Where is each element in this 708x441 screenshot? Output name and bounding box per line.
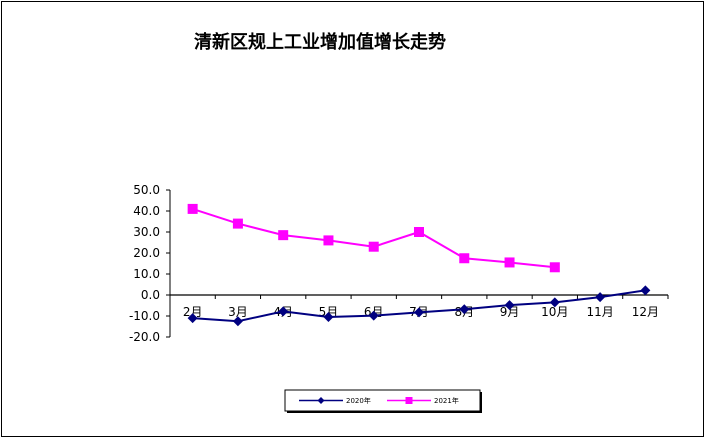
data-point [368, 310, 379, 321]
data-point [595, 292, 606, 303]
x-tick-label: 10月 [541, 305, 568, 319]
data-point [459, 253, 470, 264]
legend-marker [317, 397, 325, 404]
y-tick-label: 20.0 [133, 246, 160, 260]
legend-box [284, 389, 481, 412]
data-point [549, 262, 560, 273]
y-tick-label: -20.0 [129, 330, 160, 344]
data-point [504, 300, 515, 311]
y-tick-label: 50.0 [133, 183, 160, 197]
series-line-1 [192, 207, 555, 269]
data-point [278, 230, 289, 241]
x-tick-label: 12月 [632, 305, 659, 319]
chart-title: 清新区规上工业增加值增长走势 [194, 32, 446, 53]
y-tick-label: 30.0 [133, 225, 160, 239]
data-point [187, 203, 198, 214]
y-tick-label: -10.0 [129, 309, 160, 323]
x-tick-label: 9月 [500, 305, 520, 319]
y-tick-label: 0.0 [141, 288, 160, 302]
legend-marker [405, 397, 413, 404]
y-tick-label: 40.0 [133, 204, 160, 218]
legend-label: 2021年 [434, 396, 459, 405]
data-point [504, 257, 515, 268]
data-point [278, 306, 289, 317]
data-point [549, 297, 560, 308]
data-point [640, 285, 651, 296]
y-tick-label: 10.0 [133, 267, 160, 281]
data-point [459, 304, 470, 315]
x-tick-label: 11月 [586, 305, 613, 319]
data-point [414, 307, 424, 318]
x-tick-label: 2月 [183, 305, 203, 319]
data-point [323, 235, 334, 246]
data-point [187, 313, 198, 324]
data-point [414, 227, 424, 237]
x-tick-label: 3月 [228, 305, 248, 319]
data-point [323, 312, 334, 323]
data-point [232, 218, 243, 229]
data-point [368, 241, 379, 252]
legend-label: 2020年 [346, 396, 371, 405]
data-point [232, 316, 243, 327]
